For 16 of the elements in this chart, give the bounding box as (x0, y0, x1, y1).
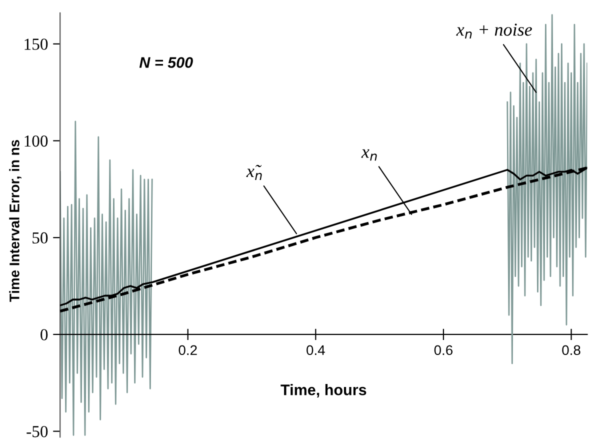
annotation: x̃$_{n}$ (246, 164, 262, 180)
x-tick-label: 0.8 (562, 345, 580, 356)
x-tick-label: 0.6 (434, 345, 453, 356)
annotation: N = 500 (139, 57, 193, 68)
y-tick-label: 50 (32, 232, 48, 244)
y-tick-label: 100 (24, 135, 48, 147)
line-series (60, 120, 153, 436)
y-tick-label: 150 (24, 38, 48, 50)
y-tick-label: 0 (40, 329, 48, 340)
x-tick-label: 0.4 (306, 345, 325, 356)
annotation: x$_{n}$ + noise (456, 24, 532, 39)
annotation: x$_{n}$ (361, 149, 377, 161)
y-tick-label: -50 (26, 426, 48, 438)
x-axis-title: Time, hours (280, 384, 366, 398)
y-axis-title: Time Interval Error, in ns (9, 140, 22, 302)
x-tick-label: 0.2 (178, 345, 197, 356)
